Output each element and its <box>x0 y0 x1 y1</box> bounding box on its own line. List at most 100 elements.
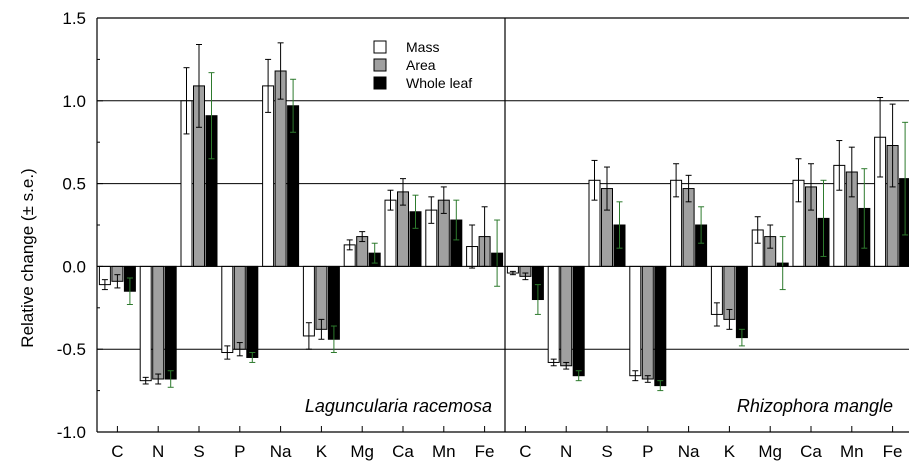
bar-mass <box>139 265 152 382</box>
error-bar <box>889 103 896 188</box>
x-tick-label: Na <box>678 442 700 461</box>
error-bar <box>575 370 582 382</box>
bar-whole-leaf <box>735 265 748 339</box>
reference-lines <box>97 100 909 350</box>
error-bar <box>509 270 516 276</box>
x-tick-label: S <box>601 442 612 461</box>
error-bar <box>657 380 664 392</box>
legend-label: Area <box>406 57 436 73</box>
error-bar <box>713 302 720 327</box>
error-bar <box>698 206 705 244</box>
error-bar <box>616 201 623 249</box>
error-bar <box>848 146 855 198</box>
error-bar <box>877 96 884 178</box>
x-tick-label: K <box>316 442 328 461</box>
bar-area <box>641 265 654 380</box>
y-tick-label: -0.5 <box>57 340 86 359</box>
species-label-laguncularia: Laguncularia racemosa <box>305 396 492 416</box>
error-bar <box>738 328 745 347</box>
error-bar <box>632 370 639 382</box>
error-bar <box>249 352 256 363</box>
species-label-rhizophora: Rhizophora mangle <box>737 396 893 416</box>
y-tick-label: 1.5 <box>62 9 86 28</box>
error-bar <box>167 370 174 388</box>
plot-frame <box>96 17 909 433</box>
x-tick-label: N <box>152 442 164 461</box>
bar-mass <box>629 265 642 377</box>
error-bar <box>371 242 378 264</box>
error-bar <box>196 43 202 128</box>
legend-swatch-whole-leaf <box>373 76 387 90</box>
x-tick-label: Mn <box>840 442 864 461</box>
x-tick-label: Mg <box>350 442 374 461</box>
bar-whole-leaf <box>572 265 585 377</box>
error-bar <box>183 67 190 135</box>
error-bar <box>726 308 733 330</box>
error-bar <box>902 121 909 236</box>
error-bar <box>591 159 598 201</box>
species-labels: Laguncularia racemosa Rhizophora mangle <box>305 396 893 416</box>
error-bar <box>685 174 692 203</box>
error-bar <box>428 196 435 224</box>
error-bar <box>224 345 231 360</box>
y-tick-label: 0.0 <box>62 257 86 276</box>
error-bar <box>820 179 827 257</box>
error-bar <box>469 224 476 269</box>
x-tick-label: S <box>193 442 204 461</box>
y-tick-label: 1.0 <box>62 92 86 111</box>
bar-mass <box>221 265 234 354</box>
error-bar <box>779 236 786 291</box>
y-axis-label: Relative change (± s.e.) <box>18 168 37 347</box>
error-bar <box>346 239 353 251</box>
error-bar <box>101 279 108 291</box>
x-tick-label: C <box>111 442 123 461</box>
x-tick-label: N <box>560 442 572 461</box>
error-bar <box>644 375 651 383</box>
error-bar <box>359 231 366 243</box>
error-bar <box>673 163 680 198</box>
error-bar <box>155 373 162 385</box>
error-bar <box>836 140 843 191</box>
error-bar <box>861 168 868 249</box>
legend: Mass Area Whole leaf <box>373 39 472 91</box>
y-tick-label: 0.5 <box>62 175 86 194</box>
error-bar <box>494 219 501 287</box>
bar-area <box>233 265 246 350</box>
bar-whole-leaf <box>654 265 667 387</box>
x-tick-label: P <box>642 442 653 461</box>
bar-area <box>560 265 573 367</box>
legend-label: Mass <box>406 39 439 55</box>
bar-area <box>152 265 165 380</box>
error-bar <box>305 322 312 350</box>
error-bar <box>114 274 121 289</box>
error-bar <box>412 194 419 229</box>
error-bar <box>754 216 761 244</box>
error-bar <box>808 163 814 211</box>
x-tick-label: P <box>234 442 245 461</box>
x-tick-label: Na <box>270 442 292 461</box>
bars-layer <box>98 42 909 392</box>
y-tick-label: -1.0 <box>57 423 86 442</box>
error-bar <box>440 186 447 214</box>
error-bar <box>126 277 133 305</box>
bar-area <box>274 70 287 267</box>
error-bar <box>290 78 297 133</box>
x-tick-label: Mn <box>432 442 456 461</box>
bar-whole-leaf <box>164 265 177 380</box>
error-bar <box>522 272 529 281</box>
legend-swatch-mass <box>373 40 387 54</box>
error-bar <box>767 224 774 249</box>
axes-layer: C N S P Na K Mg Ca Mn Fe C N S P Na K Mg Ca Mn Fe -1.0 -0.5 0.… <box>57 9 903 461</box>
error-bar <box>400 178 406 206</box>
error-bar <box>208 72 215 160</box>
bar-mass <box>547 265 560 363</box>
bar-whole-leaf <box>246 265 259 358</box>
error-bar <box>236 342 243 357</box>
legend-label: Whole leaf <box>406 75 472 91</box>
error-bar <box>604 166 610 211</box>
x-tick-label: Fe <box>883 442 903 461</box>
bar-whole-leaf <box>899 178 909 267</box>
legend-swatch-area <box>373 58 387 72</box>
error-bar <box>265 58 272 113</box>
